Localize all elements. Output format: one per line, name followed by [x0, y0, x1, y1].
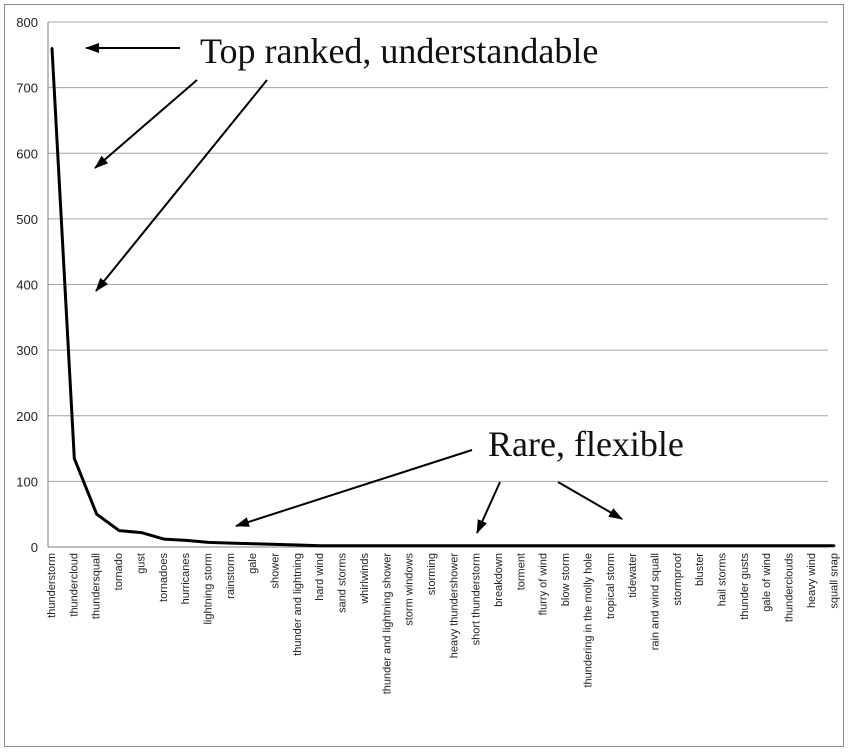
data-point [721, 544, 724, 547]
annotation-rare-flexible: Rare, flexible [488, 424, 684, 464]
x-tick-label: thundersquall [91, 553, 103, 619]
x-tick-label: tornadoes [158, 553, 170, 602]
data-point [229, 541, 232, 545]
x-tick-label: torment [515, 553, 527, 590]
x-tick-label: bluster [694, 553, 706, 586]
arrow-rare-right [557, 481, 623, 520]
x-tick-label: blow storm [560, 553, 572, 606]
x-axis-ticks: thunderstorm thundercloud thundersquall tor… [46, 552, 840, 694]
x-tick-label: shower [270, 553, 282, 589]
data-point [386, 544, 389, 547]
series [50, 47, 836, 548]
y-tick-label: 200 [16, 409, 38, 424]
annotation-top-ranked: Top ranked, understandable [200, 31, 598, 71]
data-point [766, 544, 769, 547]
data-point [698, 544, 702, 547]
data-point [654, 544, 657, 547]
data-point [676, 544, 679, 547]
x-tick-label: gale of wind [761, 553, 773, 612]
x-tick-label: hail storms [717, 553, 729, 607]
x-tick-label: gust [135, 553, 147, 574]
x-tick-label: hard wind [314, 553, 326, 601]
data-point [117, 529, 121, 532]
x-tick-label: tornado [113, 553, 125, 590]
data-point [542, 544, 545, 547]
x-tick-label: hurricanes [180, 553, 192, 605]
x-tick-label: rain and wind squall [649, 553, 661, 650]
x-tick-label: rainstorm [225, 553, 237, 599]
x-tick-label: tropical storm [605, 553, 617, 619]
y-tick-label: 600 [16, 146, 38, 161]
arrow-top-400 [95, 79, 268, 292]
data-point [609, 544, 612, 547]
data-point [363, 544, 367, 547]
data-point [50, 47, 54, 50]
gridlines [48, 21, 828, 482]
y-axis-ticks: 0 100 200 300 400 500 600 700 800 [16, 15, 38, 555]
data-point [341, 544, 344, 547]
x-tick-label: whirlwinds [359, 553, 371, 605]
x-tick-label: gale [247, 553, 259, 574]
x-tick-label: sand storms [337, 553, 349, 613]
x-tick-label: thunder and lightning shower [381, 553, 393, 695]
x-tick-label: short thunderstorm [471, 553, 483, 645]
y-tick-label: 0 [31, 540, 38, 555]
x-tick-label: lightning storm [202, 553, 214, 625]
data-point [184, 539, 188, 542]
x-tick-label: heavy thundershower [448, 553, 460, 659]
series-line [50, 48, 835, 548]
data-point [408, 544, 411, 547]
data-point [520, 544, 523, 547]
data-point [743, 544, 747, 547]
x-tick-label: thunder gusts [739, 553, 751, 620]
x-tick-label: squall snap [828, 553, 840, 609]
data-point [564, 544, 568, 547]
data-point [430, 544, 434, 547]
data-point [319, 544, 322, 547]
data-point [475, 544, 478, 547]
data-point [251, 542, 255, 545]
y-tick-label: 700 [16, 81, 38, 96]
data-point [140, 531, 143, 534]
y-tick-label: 300 [16, 343, 38, 358]
data-point [95, 512, 98, 516]
x-tick-label: tidewater [627, 553, 639, 598]
x-tick-label: thunderstorm [46, 553, 58, 618]
arrow-rare-left [235, 449, 473, 527]
x-tick-label: stormproof [672, 552, 684, 606]
x-tick-label: flurry of wind [538, 553, 550, 615]
data-point [274, 543, 277, 546]
chart-frame [4, 4, 844, 747]
data-point [810, 544, 814, 547]
x-tick-label: thundering in the molly hole [582, 553, 594, 688]
x-tick-label: thunder and lightning [292, 553, 304, 656]
data-point [162, 537, 165, 541]
data-point [631, 544, 635, 547]
data-point [497, 544, 501, 547]
x-tick-label: storming [426, 553, 438, 595]
data-point [73, 457, 76, 460]
x-tick-label: heavy wind [806, 553, 818, 608]
x-tick-label: thunderclouds [784, 553, 796, 623]
data-point [788, 544, 791, 547]
data-point [587, 544, 590, 547]
x-tick-label: breakdown [493, 553, 505, 607]
annotations: Top ranked, understandable Rare, flexibl… [85, 31, 684, 534]
arrow-top-600 [94, 79, 198, 169]
x-tick-label: storm windows [404, 553, 416, 626]
data-point [453, 544, 456, 547]
data-point [207, 541, 210, 544]
data-point [833, 544, 836, 547]
y-tick-label: 500 [16, 212, 38, 227]
arrow-rare-mid [476, 481, 501, 534]
y-tick-label: 800 [16, 15, 38, 30]
y-tick-label: 400 [16, 278, 38, 293]
x-tick-label: thundercloud [68, 553, 80, 617]
y-tick-label: 100 [16, 474, 38, 489]
data-point [296, 543, 300, 547]
